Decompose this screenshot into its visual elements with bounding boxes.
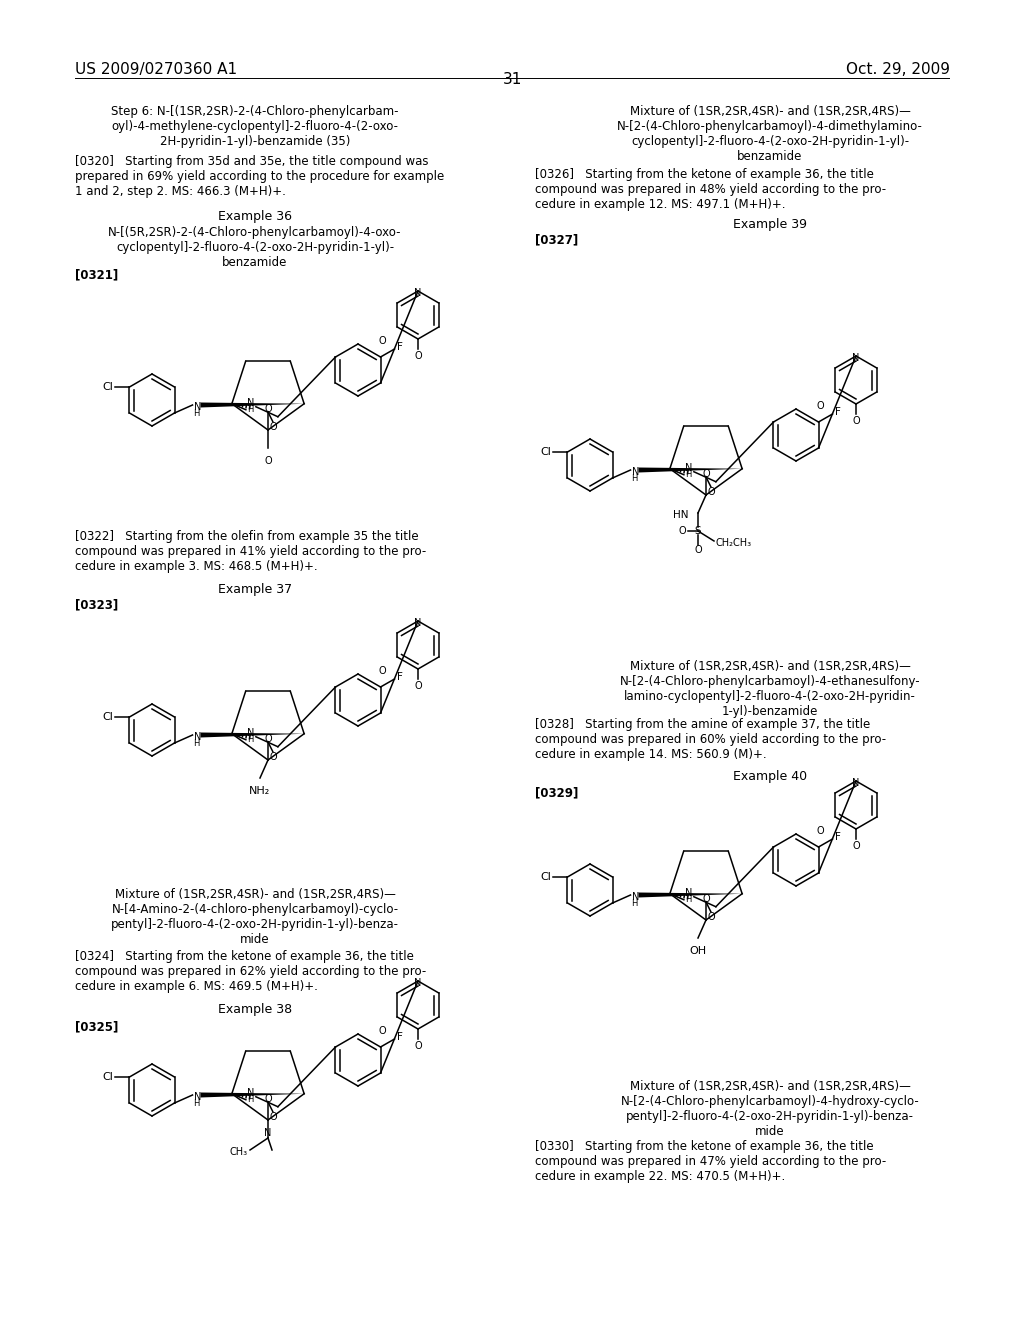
Text: S: S [694,525,701,536]
Text: F: F [396,1032,402,1041]
Text: [0327]: [0327] [535,234,579,246]
Text: Mixture of (1SR,2SR,4SR)- and (1SR,2SR,4RS)—
N-[2-(4-Chloro-phenylcarbamoyl)-4-e: Mixture of (1SR,2SR,4SR)- and (1SR,2SR,4… [620,660,921,718]
Text: Example 40: Example 40 [733,770,807,783]
Text: [0320]   Starting from 35d and 35e, the title compound was
prepared in 69% yield: [0320] Starting from 35d and 35e, the ti… [75,154,444,198]
Text: CH₂CH₃: CH₂CH₃ [716,539,752,548]
Text: Cl: Cl [541,873,552,882]
Text: O: O [264,455,271,466]
Text: O: O [707,912,715,921]
Text: 31: 31 [503,73,521,87]
Text: O: O [414,1041,422,1051]
Text: O: O [264,734,271,744]
Text: H: H [685,895,691,904]
Text: N: N [852,352,860,363]
Polygon shape [201,403,304,408]
Text: N: N [194,1092,201,1102]
Text: [0330]   Starting from the ketone of example 36, the title
compound was prepared: [0330] Starting from the ketone of examp… [535,1140,886,1183]
Text: Step 6: N-[(1SR,2SR)-2-(4-Chloro-phenylcarbam-
oyl)-4-methylene-cyclopentyl]-2-f: Step 6: N-[(1SR,2SR)-2-(4-Chloro-phenylc… [112,106,398,148]
Text: N: N [194,403,201,412]
Text: Mixture of (1SR,2SR,4SR)- and (1SR,2SR,4RS)—
N-[2-(4-Chloro-phenylcarbamoyl)-4-d: Mixture of (1SR,2SR,4SR)- and (1SR,2SR,4… [617,106,923,162]
Text: OH: OH [689,946,707,956]
Text: F: F [835,407,841,417]
Text: O: O [816,401,824,411]
Text: [0322]   Starting from the olefin from example 35 the title
compound was prepare: [0322] Starting from the olefin from exa… [75,531,426,573]
Text: [0328]   Starting from the amine of example 37, the title
compound was prepared : [0328] Starting from the amine of exampl… [535,718,886,762]
Text: H: H [247,735,253,744]
Text: NH₂: NH₂ [250,785,270,796]
Text: O: O [269,1111,276,1122]
Polygon shape [639,467,742,473]
Text: N: N [632,467,639,477]
Text: Cl: Cl [541,447,552,457]
Text: O: O [269,422,276,432]
Polygon shape [201,1093,304,1097]
Text: N: N [264,1129,271,1138]
Text: N: N [415,618,422,628]
Text: O: O [379,667,386,676]
Text: O: O [379,337,386,346]
Text: N: N [852,777,860,788]
Text: O: O [852,841,860,851]
Text: Cl: Cl [102,381,114,392]
Text: N: N [685,463,692,473]
Text: H: H [194,409,200,418]
Text: US 2009/0270360 A1: US 2009/0270360 A1 [75,62,238,77]
Text: O: O [816,826,824,836]
Text: O: O [264,404,271,414]
Text: [0326]   Starting from the ketone of example 36, the title
compound was prepared: [0326] Starting from the ketone of examp… [535,168,886,211]
Text: N: N [415,288,422,298]
Text: H: H [247,405,253,414]
Text: Example 36: Example 36 [218,210,292,223]
Text: [0325]: [0325] [75,1020,119,1034]
Text: [0323]: [0323] [75,598,118,611]
Text: F: F [835,832,841,842]
Text: O: O [852,416,860,426]
Text: CH₃: CH₃ [229,1147,248,1158]
Text: O: O [702,469,710,479]
Text: Mixture of (1SR,2SR,4SR)- and (1SR,2SR,4RS)—
N-[4-Amino-2-(4-chloro-phenylcarbam: Mixture of (1SR,2SR,4SR)- and (1SR,2SR,4… [111,888,399,946]
Text: N: N [247,1088,254,1098]
Text: O: O [702,894,710,904]
Polygon shape [639,892,742,898]
Text: F: F [396,342,402,352]
Text: Mixture of (1SR,2SR,4SR)- and (1SR,2SR,4RS)—
N-[2-(4-Chloro-phenylcarbamoyl)-4-h: Mixture of (1SR,2SR,4SR)- and (1SR,2SR,4… [621,1080,920,1138]
Text: N: N [632,892,639,902]
Text: Cl: Cl [102,1072,114,1082]
Text: [0324]   Starting from the ketone of example 36, the title
compound was prepared: [0324] Starting from the ketone of examp… [75,950,426,993]
Text: F: F [396,672,402,682]
Text: O: O [269,752,276,762]
Text: Cl: Cl [102,711,114,722]
Text: Oct. 29, 2009: Oct. 29, 2009 [846,62,950,77]
Text: H: H [247,1096,253,1105]
Text: H: H [685,470,691,479]
Text: H: H [194,739,200,748]
Text: Example 38: Example 38 [218,1003,292,1016]
Text: Example 37: Example 37 [218,583,292,597]
Text: O: O [264,1094,271,1104]
Text: O: O [379,1026,386,1036]
Text: H: H [194,1100,200,1107]
Text: N: N [247,397,254,408]
Text: H: H [632,474,638,483]
Text: O: O [707,487,715,496]
Text: H: H [632,899,638,908]
Text: O: O [414,351,422,360]
Text: Example 39: Example 39 [733,218,807,231]
Text: [0321]: [0321] [75,268,118,281]
Polygon shape [201,733,304,738]
Text: O: O [678,525,686,536]
Text: HN: HN [673,510,688,520]
Text: O: O [694,545,701,554]
Text: N: N [247,727,254,738]
Text: O: O [414,681,422,690]
Text: N: N [685,888,692,898]
Text: N: N [194,733,201,742]
Text: N: N [415,978,422,987]
Text: [0329]: [0329] [535,785,579,799]
Text: N-[(5R,2SR)-2-(4-Chloro-phenylcarbamoyl)-4-oxo-
cyclopentyl]-2-fluoro-4-(2-oxo-2: N-[(5R,2SR)-2-(4-Chloro-phenylcarbamoyl)… [109,226,401,269]
